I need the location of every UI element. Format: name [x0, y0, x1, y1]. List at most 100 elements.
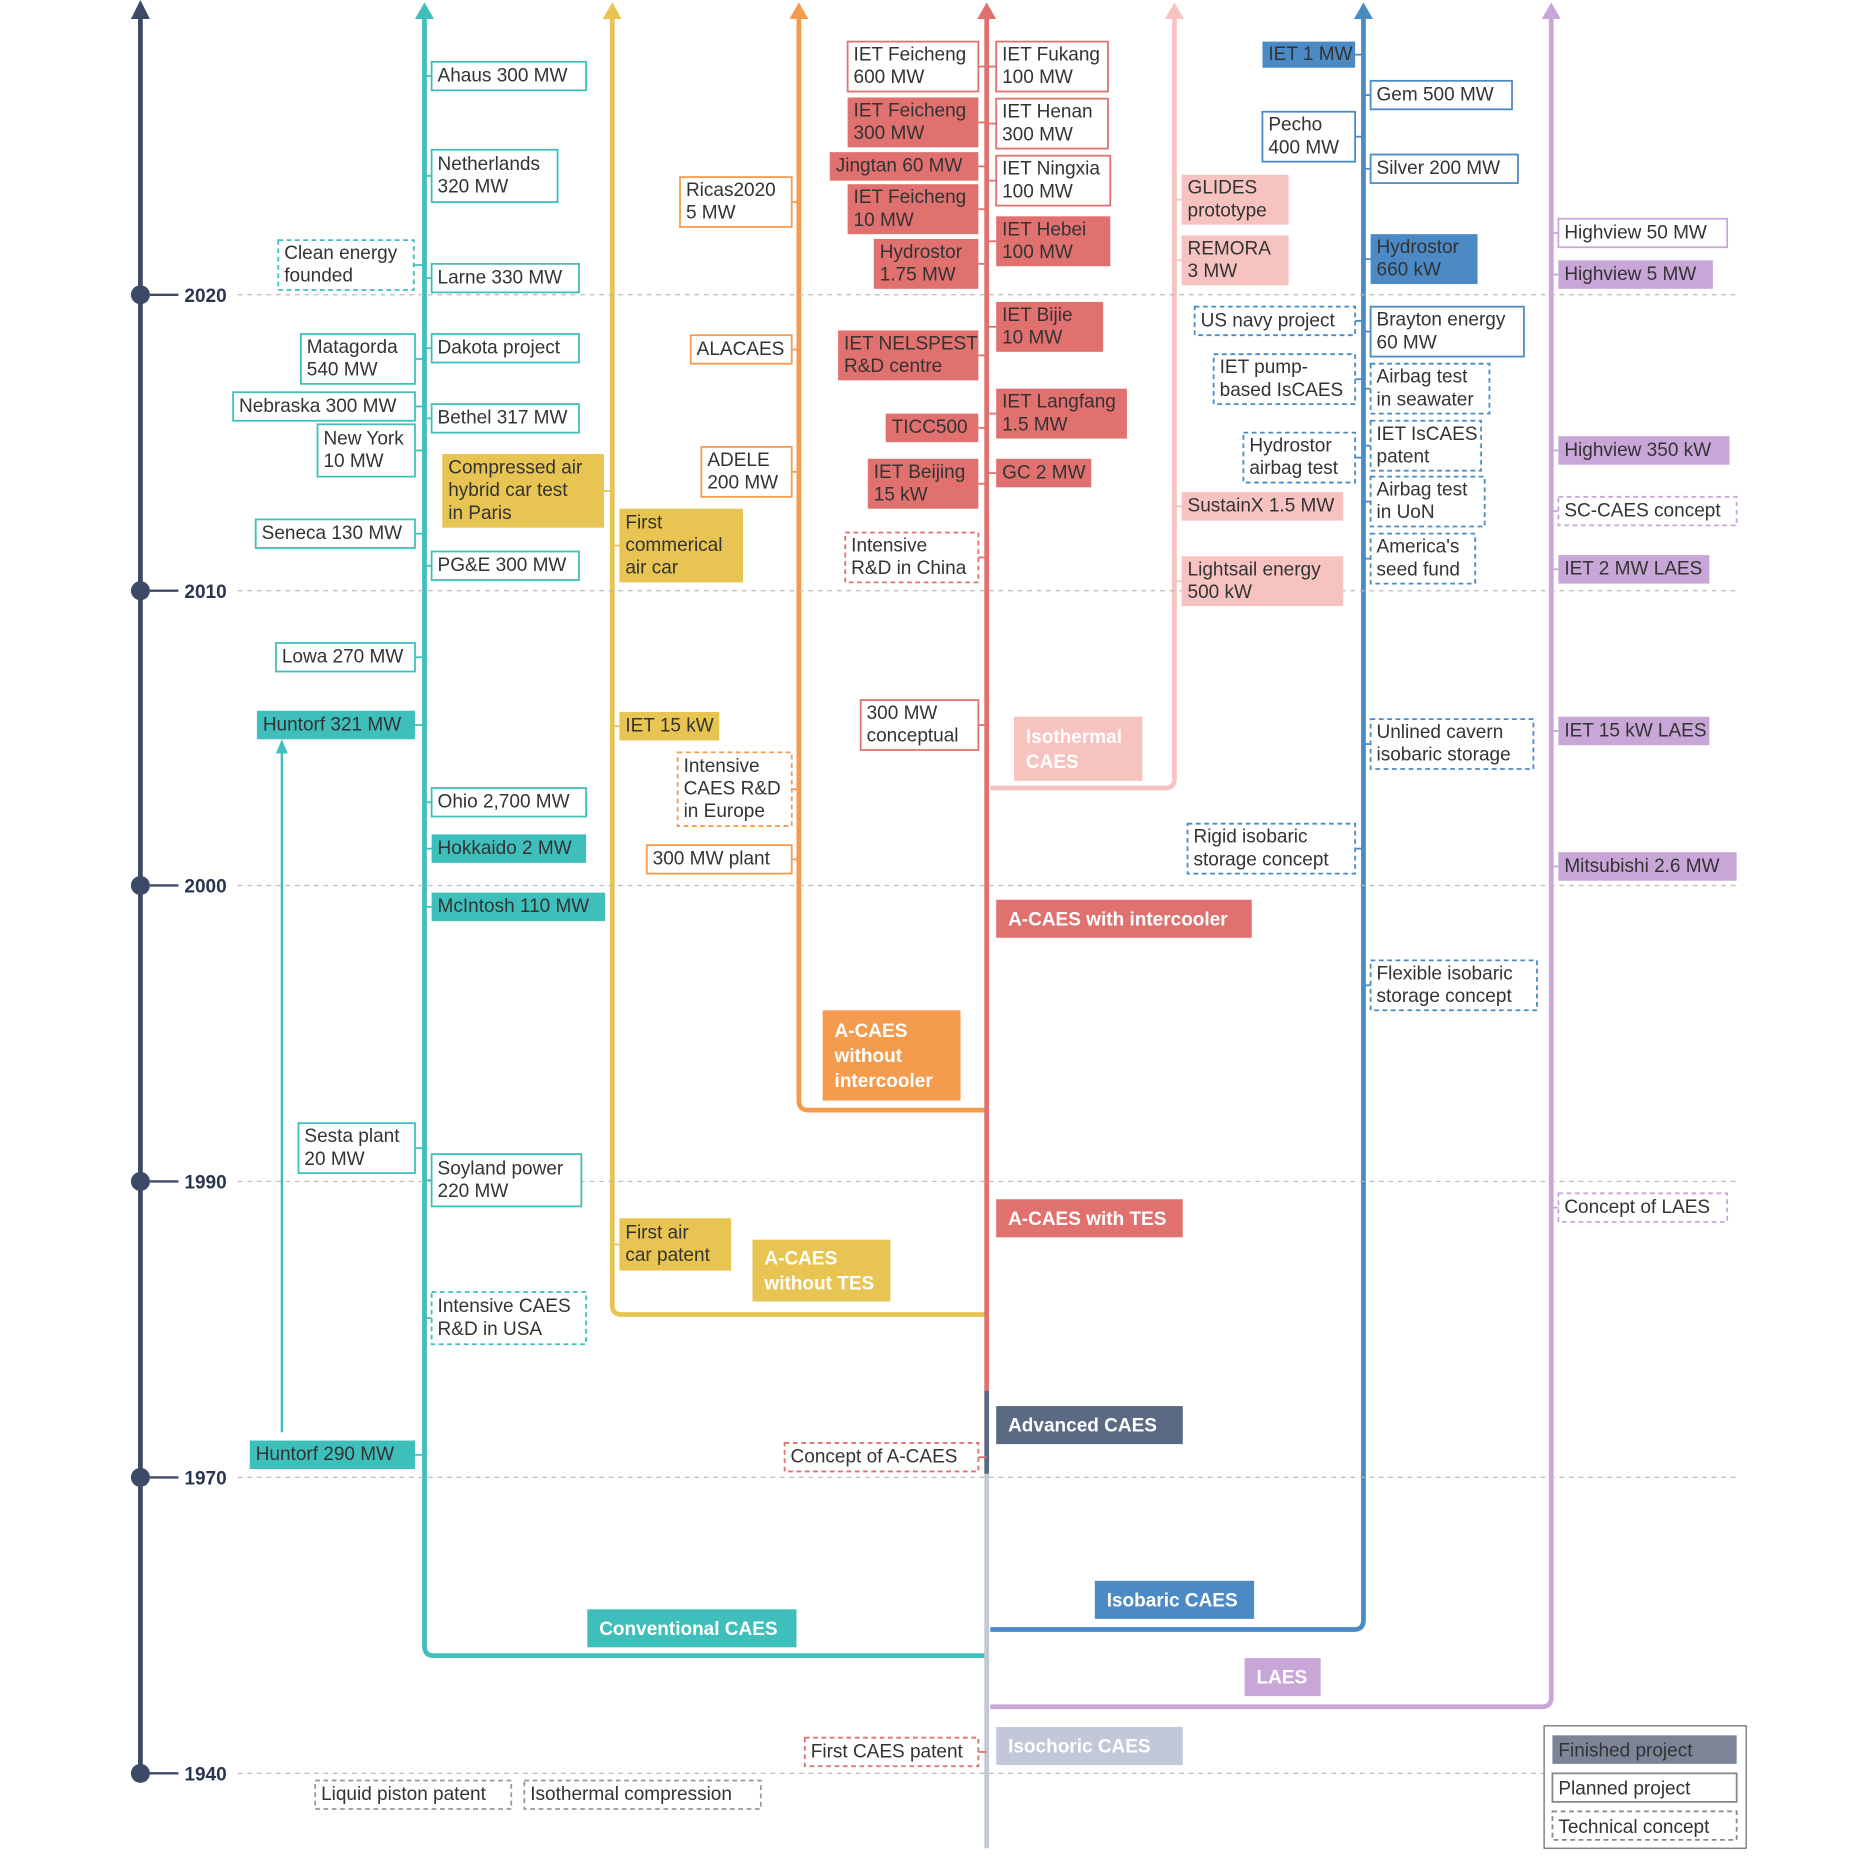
box-text: Unlined cavern [1377, 722, 1504, 743]
box-text: R&D centre [844, 356, 942, 377]
box-text: 220 MW [438, 1181, 509, 1202]
box [1558, 852, 1737, 881]
box-text: intercooler [835, 1071, 934, 1092]
box-text: 200 MW [707, 473, 778, 494]
box-text: storage concept [1377, 986, 1513, 1007]
box [430, 787, 588, 818]
year-label: 1990 [184, 1173, 226, 1194]
box-text: 400 MW [1268, 137, 1339, 158]
box-text: prototype [1188, 200, 1267, 221]
box-text: 320 MW [438, 177, 509, 198]
box-text: airbag test [1249, 458, 1338, 479]
branch-line [990, 16, 1177, 791]
box [430, 333, 580, 364]
box-text: Highview 5 MW [1564, 264, 1696, 285]
milestone: SC-CAES concept [1551, 495, 1738, 527]
box [1369, 153, 1519, 184]
box-text: IET Feicheng [854, 100, 967, 121]
box-text: GLIDES [1188, 178, 1258, 199]
box [442, 454, 604, 528]
box-text: 300 MW [867, 703, 938, 724]
box-text: US navy project [1201, 310, 1336, 331]
box-text: Lowa 270 MW [282, 647, 404, 668]
box [232, 391, 416, 422]
milestone: 300 MW plant [645, 844, 799, 875]
box-text: CAES R&D [684, 779, 781, 800]
box-text: First CAES patent [811, 1741, 964, 1762]
box-text: 500 kW [1188, 582, 1252, 603]
box-text: without [834, 1046, 903, 1067]
milestone: Seneca 130 MW [254, 518, 425, 549]
box [249, 1440, 415, 1470]
milestone: IET 1 MW [1262, 41, 1364, 68]
box-text: CAES [1026, 752, 1079, 773]
box-text: IET 15 kW LAES [1564, 720, 1706, 741]
branch-label: A-CAES without intercooler [822, 1010, 961, 1101]
box [1369, 718, 1535, 770]
box [1558, 716, 1710, 746]
box [676, 751, 793, 827]
box [1369, 79, 1513, 111]
box-text: Hydrostor [880, 242, 963, 263]
box [822, 1010, 961, 1101]
box-text: car patent [625, 1245, 710, 1266]
box-text: 10 MW [323, 451, 383, 472]
milestone: Nebraska 300 MW [232, 391, 425, 422]
axis-arrow [130, 0, 150, 20]
box-text: 10 MW [854, 210, 914, 231]
branch-label: Isochoric CAES [996, 1726, 1183, 1766]
box [256, 710, 415, 740]
box [430, 148, 559, 203]
box-text: Bethel 317 MW [438, 408, 568, 429]
box [587, 1609, 797, 1648]
box-text: Hokkaido 2 MW [438, 838, 572, 859]
box [996, 1406, 1183, 1445]
box-text: R&D in China [851, 558, 967, 579]
branch-lines [130, 0, 1561, 1849]
box-text: Airbag test [1377, 480, 1469, 501]
box-text: First air [625, 1222, 689, 1243]
box-text: based IsCAES [1220, 380, 1344, 401]
box [430, 262, 580, 294]
box [1212, 353, 1357, 406]
milestone: TICC500 [885, 413, 987, 443]
box [996, 216, 1111, 267]
milestone: Highview 5 MW [1551, 260, 1713, 289]
box [619, 508, 744, 583]
box-text: Intensive [851, 535, 927, 556]
box [700, 446, 793, 498]
milestone: Liquid piston patent [314, 1779, 513, 1810]
box-text: 660 kW [1377, 260, 1441, 281]
box [275, 642, 416, 673]
box [1551, 1810, 1738, 1841]
year-dot [130, 285, 150, 305]
milestone: GC 2 MW [986, 458, 1092, 488]
box-text: IET Langfang [1002, 392, 1116, 413]
box [1244, 1658, 1321, 1697]
box-text: Conventional CAES [599, 1619, 777, 1640]
box-text: in Europe [684, 801, 765, 822]
box [1557, 1192, 1729, 1223]
box-text: TICC500 [892, 417, 968, 438]
box [277, 239, 415, 291]
box-text: IET Beijing [874, 462, 966, 483]
branch-arrow [977, 2, 997, 20]
box-text: A-CAES [835, 1021, 908, 1042]
milestone: Hokkaido 2 MW [424, 834, 587, 863]
box-text: Ohio 2,700 MW [438, 792, 570, 813]
box-text: PG&E 300 MW [438, 555, 567, 576]
box [431, 834, 587, 863]
branch-line [990, 16, 1366, 1632]
box-text: Gem 500 MW [1377, 84, 1494, 105]
branch-arrow [1541, 2, 1561, 20]
branch-label: LAES [1244, 1658, 1321, 1697]
box-text: IET Henan [1002, 102, 1092, 123]
box-text: IET Fukang [1002, 45, 1100, 66]
year-dot [130, 1763, 150, 1783]
box-text: R&D in USA [438, 1319, 543, 1340]
box [783, 1442, 980, 1473]
box [679, 176, 793, 228]
